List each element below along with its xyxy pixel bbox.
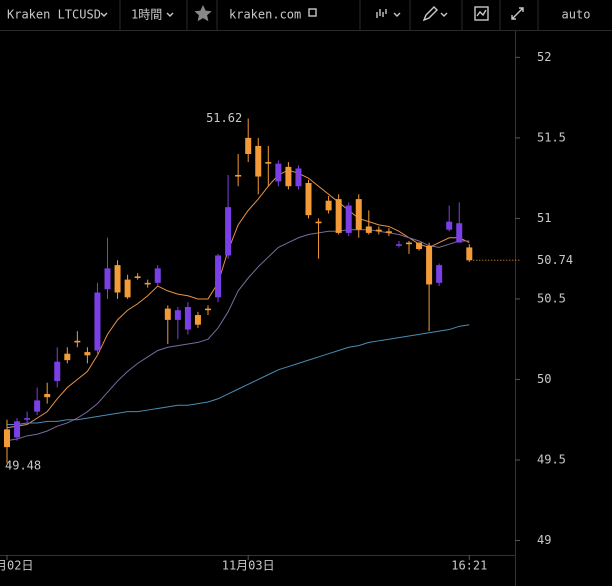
- candle-body: [184, 306, 191, 330]
- candle-body: [406, 242, 412, 245]
- candle-body: [265, 162, 272, 164]
- moving-average: [6, 169, 470, 429]
- candle-body: [225, 207, 232, 256]
- candle-body: [385, 231, 392, 233]
- max-label: 51.62: [206, 111, 242, 125]
- draw-dropdown[interactable]: [440, 12, 448, 17]
- candle-body: [74, 340, 81, 343]
- chart-style-dropdown[interactable]: [393, 12, 401, 17]
- candle-body: [54, 361, 61, 382]
- candle-body: [365, 226, 372, 233]
- fullscreen-icon[interactable]: [511, 7, 524, 20]
- symbol-dropdown[interactable]: [100, 12, 108, 17]
- moving-average: [7, 324, 470, 426]
- candle-body: [255, 145, 262, 177]
- candle-body: [355, 199, 362, 230]
- candle-body: [64, 353, 71, 361]
- candle-body: [375, 229, 382, 232]
- open-external-icon[interactable]: [308, 8, 317, 17]
- indicators-icon[interactable]: [474, 6, 489, 21]
- candle-body: [174, 310, 181, 320]
- y-tick-label: 50: [537, 372, 551, 386]
- candle-body: [305, 182, 312, 216]
- site-link[interactable]: kraken.com: [229, 8, 301, 22]
- candle-body: [446, 221, 453, 230]
- candle-body: [34, 400, 41, 412]
- candle-body: [416, 242, 423, 250]
- candle-body: [194, 315, 201, 325]
- candle-body: [144, 282, 151, 285]
- y-tick-label: 51.5: [537, 130, 566, 144]
- indicators-glyph: [476, 9, 487, 17]
- scale-mode[interactable]: auto: [562, 8, 591, 22]
- x-tick-label: 16:21: [451, 559, 487, 573]
- candle-body: [24, 418, 31, 420]
- candle-body: [14, 421, 21, 438]
- candle-body: [104, 268, 111, 290]
- candle-body: [134, 276, 141, 279]
- candle-body: [295, 168, 302, 187]
- moving-average: [6, 229, 470, 442]
- candle-body: [426, 245, 433, 285]
- candle-body: [124, 279, 131, 298]
- candle-body: [235, 174, 242, 177]
- candle-body: [315, 221, 322, 224]
- candle-body: [345, 205, 352, 233]
- candle-body: [84, 352, 91, 356]
- candle-body: [285, 166, 292, 187]
- candle-body: [44, 393, 51, 398]
- candle-body: [205, 308, 211, 311]
- draw-icon[interactable]: [422, 6, 438, 22]
- toolbar: Kraken LTCUSD 1時間 kraken.com auto: [0, 0, 612, 31]
- favorite-star[interactable]: [194, 5, 212, 22]
- y-tick-label: 49.5: [537, 452, 566, 466]
- y-tick-label: 51: [537, 211, 551, 225]
- candle-body: [275, 163, 282, 182]
- candle-body: [154, 268, 161, 283]
- symbol[interactable]: Kraken LTCUSD: [7, 8, 101, 22]
- x-tick-label: 11月03日: [222, 559, 275, 573]
- last-price-label: 50.74: [537, 253, 573, 267]
- candle-body: [325, 200, 332, 211]
- chart-style-icon[interactable]: [376, 9, 387, 18]
- candle-body: [4, 429, 10, 448]
- candle-body: [335, 199, 342, 233]
- min-label: 49.48: [5, 459, 41, 473]
- candle-body: [215, 255, 222, 298]
- candle-body: [245, 137, 252, 155]
- interval-dropdown[interactable]: [166, 12, 174, 17]
- candle-body: [114, 265, 121, 293]
- candle-body: [436, 265, 443, 283]
- candle-body: [164, 308, 171, 320]
- candle-body: [395, 244, 402, 246]
- candle-body: [466, 247, 473, 261]
- y-tick-label: 50.5: [537, 291, 566, 305]
- y-tick-label: 49: [537, 533, 551, 547]
- y-tick-label: 52: [537, 50, 551, 64]
- candle-body: [456, 223, 463, 243]
- candle-body: [94, 292, 101, 351]
- x-tick-label: 11月02日: [0, 559, 33, 573]
- interval[interactable]: 1時間: [131, 8, 162, 22]
- plot: 49 49.5 50 50.5 51 51.5 52 11月02日 11月03日 16:21 51.…: [0, 50, 573, 573]
